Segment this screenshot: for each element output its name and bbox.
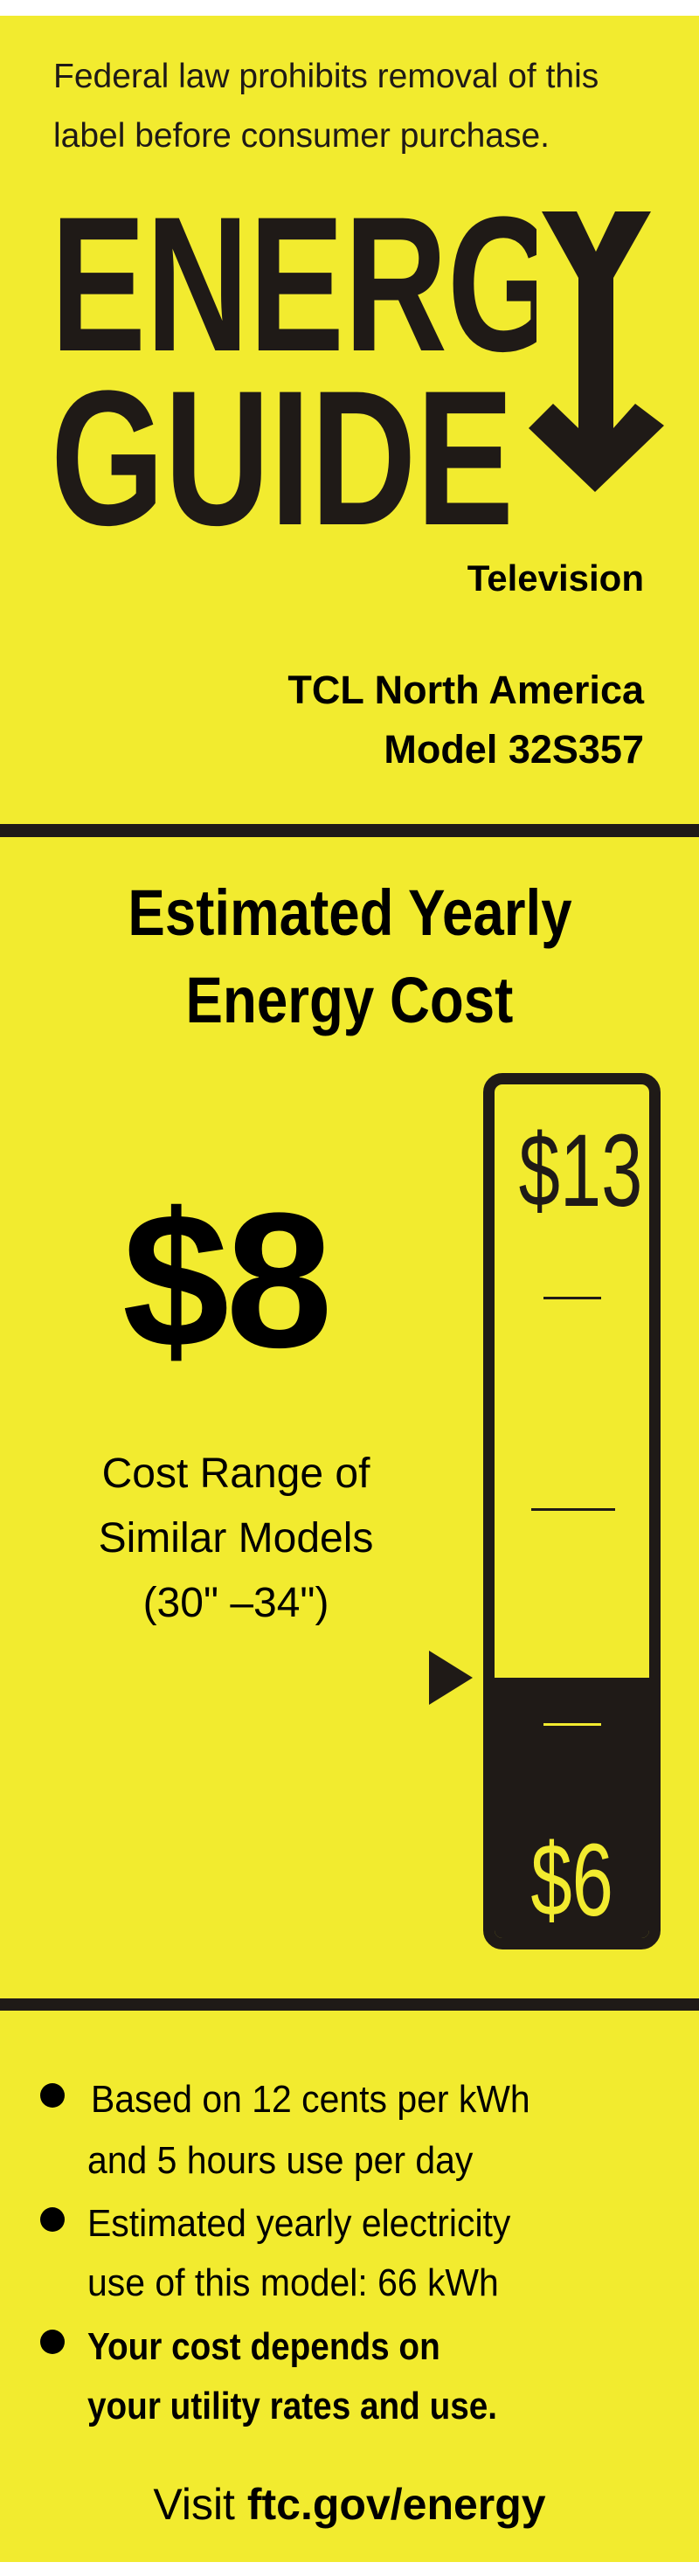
gauge-tick xyxy=(543,1297,601,1299)
manufacturer: TCL North America xyxy=(287,668,644,712)
bullet-3-line-2: your utility rates and use. xyxy=(87,2385,498,2427)
energy-guide-logo: ENERGY GUIDE xyxy=(51,177,664,542)
ftc-link[interactable]: ftc.gov/energy xyxy=(246,2480,546,2529)
estimated-cost-value: $8 xyxy=(122,1173,333,1388)
heading-line-2: Energy Cost xyxy=(185,964,514,1036)
notice-line-2: label before consumer purchase. xyxy=(53,117,550,155)
gauge-min-label: $6 xyxy=(530,1823,613,1938)
cost-pointer-icon xyxy=(429,1651,473,1705)
gauge-max-label: $13 xyxy=(518,1113,643,1229)
heading-line-1: Estimated Yearly xyxy=(127,876,572,949)
bullet-icon xyxy=(40,2330,65,2354)
bullet-2-line-2: use of this model: 66 kWh xyxy=(87,2261,499,2304)
cost-range-caption: Cost Range of Similar Models (30" –34") xyxy=(79,1442,393,1636)
gauge-fill xyxy=(495,1678,649,1938)
logo-guide-text: GUIDE xyxy=(51,350,514,542)
bullet-3-line-1: Your cost depends on xyxy=(87,2325,440,2368)
gauge-tick xyxy=(531,1508,615,1511)
cost-range-line-2: Similar Models xyxy=(98,1515,374,1562)
divider-top xyxy=(0,824,699,837)
down-arrow-icon xyxy=(529,211,664,492)
footer: Visit ftc.gov/energy xyxy=(0,2478,699,2531)
gauge-tick xyxy=(543,1723,601,1726)
notice-line-1: Federal law prohibits removal of this xyxy=(53,58,599,95)
bullet-icon xyxy=(40,2207,65,2232)
bullet-2-line-1: Estimated yearly electricity xyxy=(87,2202,511,2245)
divider-bottom xyxy=(0,1998,699,2011)
cost-range-gauge: $13 $6 xyxy=(483,1073,661,1949)
bullet-1-line-1: Based on 12 cents per kWh xyxy=(91,2078,530,2121)
model-number: Model 32S357 xyxy=(384,727,644,772)
cost-range-line-3: (30" –34") xyxy=(142,1580,329,1626)
logo-energy-text: ENERGY xyxy=(51,177,654,391)
bullet-1-line-2: and 5 hours use per day xyxy=(87,2139,474,2182)
cost-range-line-1: Cost Range of xyxy=(101,1451,370,1497)
bullet-icon xyxy=(40,2083,65,2108)
product-category: Television xyxy=(467,557,644,599)
footer-prefix: Visit xyxy=(153,2480,235,2529)
